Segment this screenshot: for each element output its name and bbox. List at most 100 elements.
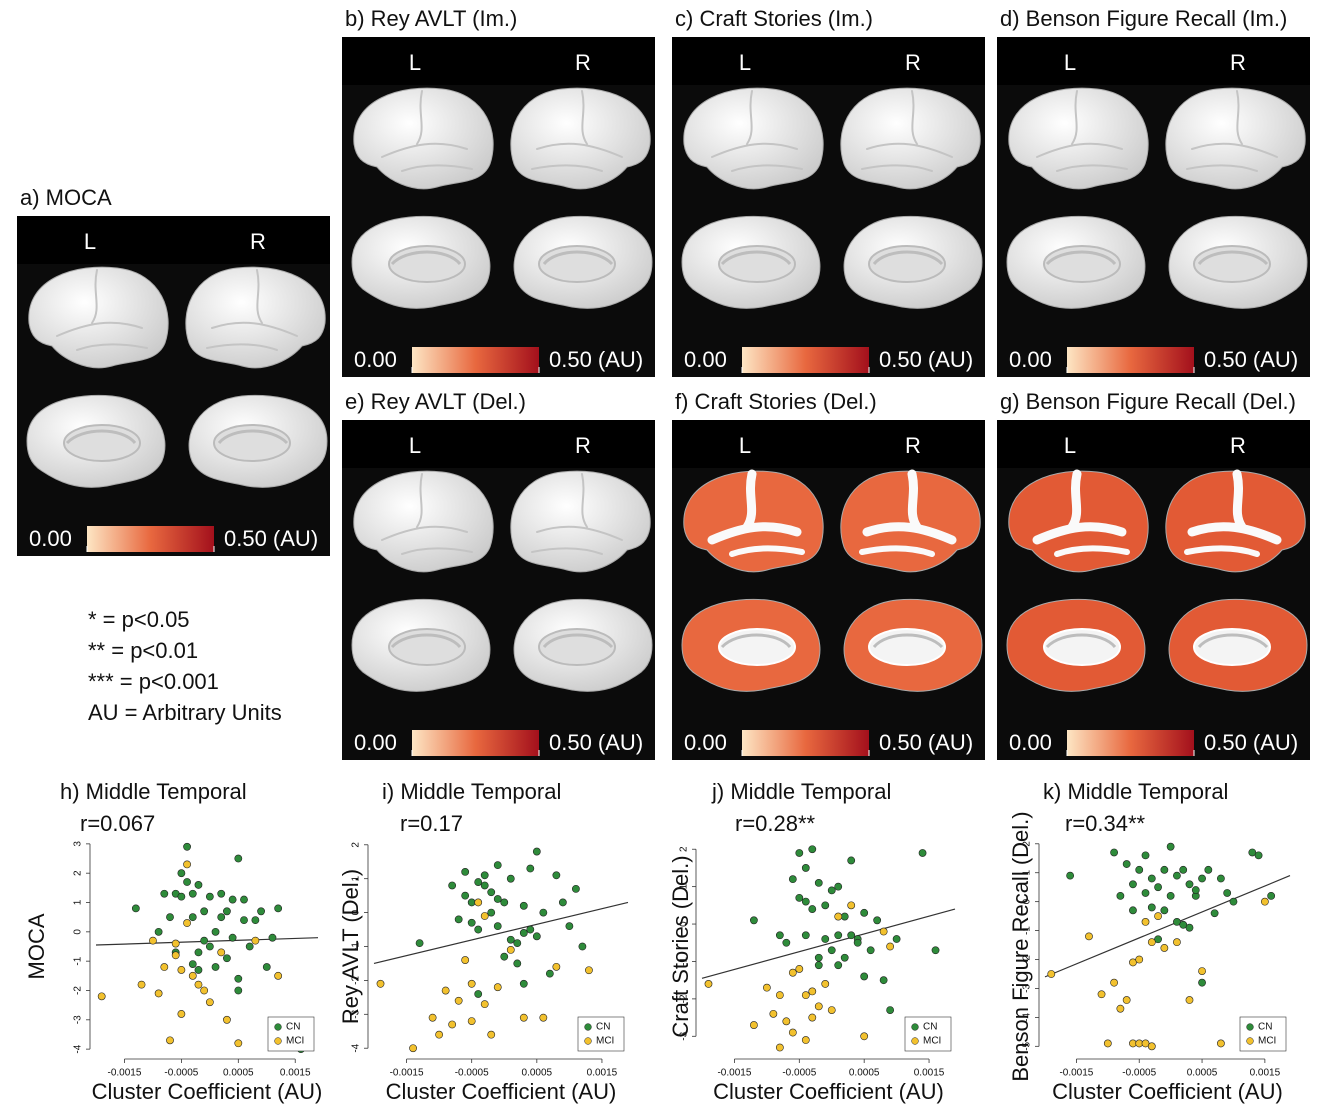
point bbox=[212, 963, 219, 970]
hemisphere-label: R bbox=[575, 50, 591, 75]
point bbox=[1198, 875, 1205, 882]
point bbox=[166, 1037, 173, 1044]
point bbox=[246, 943, 253, 950]
colorbar-label: 0.50 (AU) bbox=[879, 347, 973, 372]
point bbox=[462, 956, 469, 963]
point bbox=[252, 917, 259, 924]
panel-header bbox=[672, 420, 985, 468]
panel-background bbox=[342, 420, 655, 760]
point bbox=[206, 999, 213, 1006]
point bbox=[566, 923, 573, 930]
point bbox=[481, 1001, 488, 1008]
x-tick-label: 0.0015 bbox=[280, 1068, 311, 1079]
point bbox=[520, 902, 527, 909]
point bbox=[166, 914, 173, 921]
point bbox=[235, 855, 242, 862]
point bbox=[178, 893, 185, 900]
y-tick-label: 2 bbox=[1022, 841, 1033, 847]
point bbox=[789, 969, 796, 976]
y-tick-label: -3 bbox=[351, 1009, 362, 1018]
x-tick-label: -0.0005 bbox=[1122, 1068, 1156, 1079]
legend-label: CN bbox=[286, 1022, 300, 1033]
point bbox=[475, 990, 482, 997]
note: *** = p<0.001 bbox=[88, 669, 219, 694]
hemisphere-label: R bbox=[1230, 50, 1246, 75]
scatter-chart: i) Middle Temporalr=0.17Cluster Coeffici… bbox=[338, 779, 628, 1104]
point bbox=[195, 881, 202, 888]
hemisphere-label: R bbox=[575, 433, 591, 458]
point bbox=[841, 954, 848, 961]
point bbox=[189, 960, 196, 967]
point bbox=[861, 973, 868, 980]
point bbox=[815, 954, 822, 961]
brain-panel: e) Rey AVLT (Del.)LR0.000.50 (AU) bbox=[342, 389, 655, 760]
point bbox=[527, 865, 534, 872]
x-tick-label: -0.0015 bbox=[390, 1068, 424, 1079]
colorbar-label: 0.00 bbox=[684, 347, 727, 372]
point bbox=[1048, 970, 1055, 977]
scatter-chart: k) Middle Temporalr=0.34**Cluster Coeffi… bbox=[1008, 779, 1290, 1104]
panel-title: g) Benson Figure Recall (Del.) bbox=[1000, 389, 1296, 414]
point bbox=[178, 966, 185, 973]
sulcus bbox=[1237, 474, 1242, 527]
point bbox=[1224, 889, 1231, 896]
hemisphere-label: L bbox=[1064, 433, 1076, 458]
point bbox=[1154, 884, 1161, 891]
fit-line bbox=[374, 902, 628, 963]
x-tick-label: 0.0015 bbox=[1250, 1068, 1281, 1079]
y-tick-label: 2 bbox=[73, 870, 84, 876]
point bbox=[520, 929, 527, 936]
x-axis-label: Cluster Coefficient (AU) bbox=[1052, 1079, 1283, 1104]
point bbox=[1217, 1040, 1224, 1047]
x-tick-label: 0.0005 bbox=[223, 1068, 254, 1079]
y-tick-label: 1 bbox=[351, 875, 362, 881]
y-tick-label: 1 bbox=[73, 899, 84, 905]
brain-panel: g) Benson Figure Recall (Del.)LR0.000.50… bbox=[997, 389, 1310, 760]
point bbox=[195, 949, 202, 956]
point bbox=[553, 963, 560, 970]
point bbox=[867, 947, 874, 954]
hemisphere-label: L bbox=[1064, 50, 1076, 75]
point bbox=[475, 899, 482, 906]
point bbox=[1123, 860, 1130, 867]
panel-background bbox=[672, 37, 985, 377]
point bbox=[172, 940, 179, 947]
point bbox=[132, 905, 139, 912]
point bbox=[449, 1021, 456, 1028]
point bbox=[1186, 881, 1193, 888]
point bbox=[377, 980, 384, 987]
hemisphere-label: L bbox=[409, 433, 421, 458]
panel-background bbox=[17, 216, 330, 556]
point bbox=[235, 1040, 242, 1047]
point bbox=[494, 895, 501, 902]
point bbox=[1268, 892, 1275, 899]
point bbox=[841, 913, 848, 920]
point bbox=[783, 1018, 790, 1025]
point bbox=[546, 970, 553, 977]
point bbox=[468, 919, 475, 926]
brain-panel: b) Rey AVLT (Im.)LR0.000.50 (AU) bbox=[342, 6, 655, 377]
colorbar-label: 0.50 (AU) bbox=[1204, 347, 1298, 372]
colorbar-label: 0.00 bbox=[1009, 347, 1052, 372]
point bbox=[1142, 918, 1149, 925]
point bbox=[887, 1007, 894, 1014]
point bbox=[275, 905, 282, 912]
point bbox=[206, 943, 213, 950]
legend-marker bbox=[585, 1024, 592, 1031]
point bbox=[1161, 866, 1168, 873]
legend-label: MCI bbox=[286, 1036, 304, 1047]
point bbox=[275, 972, 282, 979]
point bbox=[848, 902, 855, 909]
y-tick-label: 0 bbox=[351, 909, 362, 915]
point bbox=[861, 1033, 868, 1040]
point bbox=[1261, 898, 1268, 905]
point bbox=[1255, 852, 1262, 859]
point bbox=[223, 908, 230, 915]
y-tick-label: 0 bbox=[1022, 898, 1033, 904]
y-tick-label: -1 bbox=[679, 957, 690, 966]
point bbox=[183, 843, 190, 850]
point bbox=[462, 868, 469, 875]
point bbox=[212, 928, 219, 935]
y-tick-label: 2 bbox=[679, 846, 690, 852]
x-tick-label: -0.0005 bbox=[455, 1068, 489, 1079]
